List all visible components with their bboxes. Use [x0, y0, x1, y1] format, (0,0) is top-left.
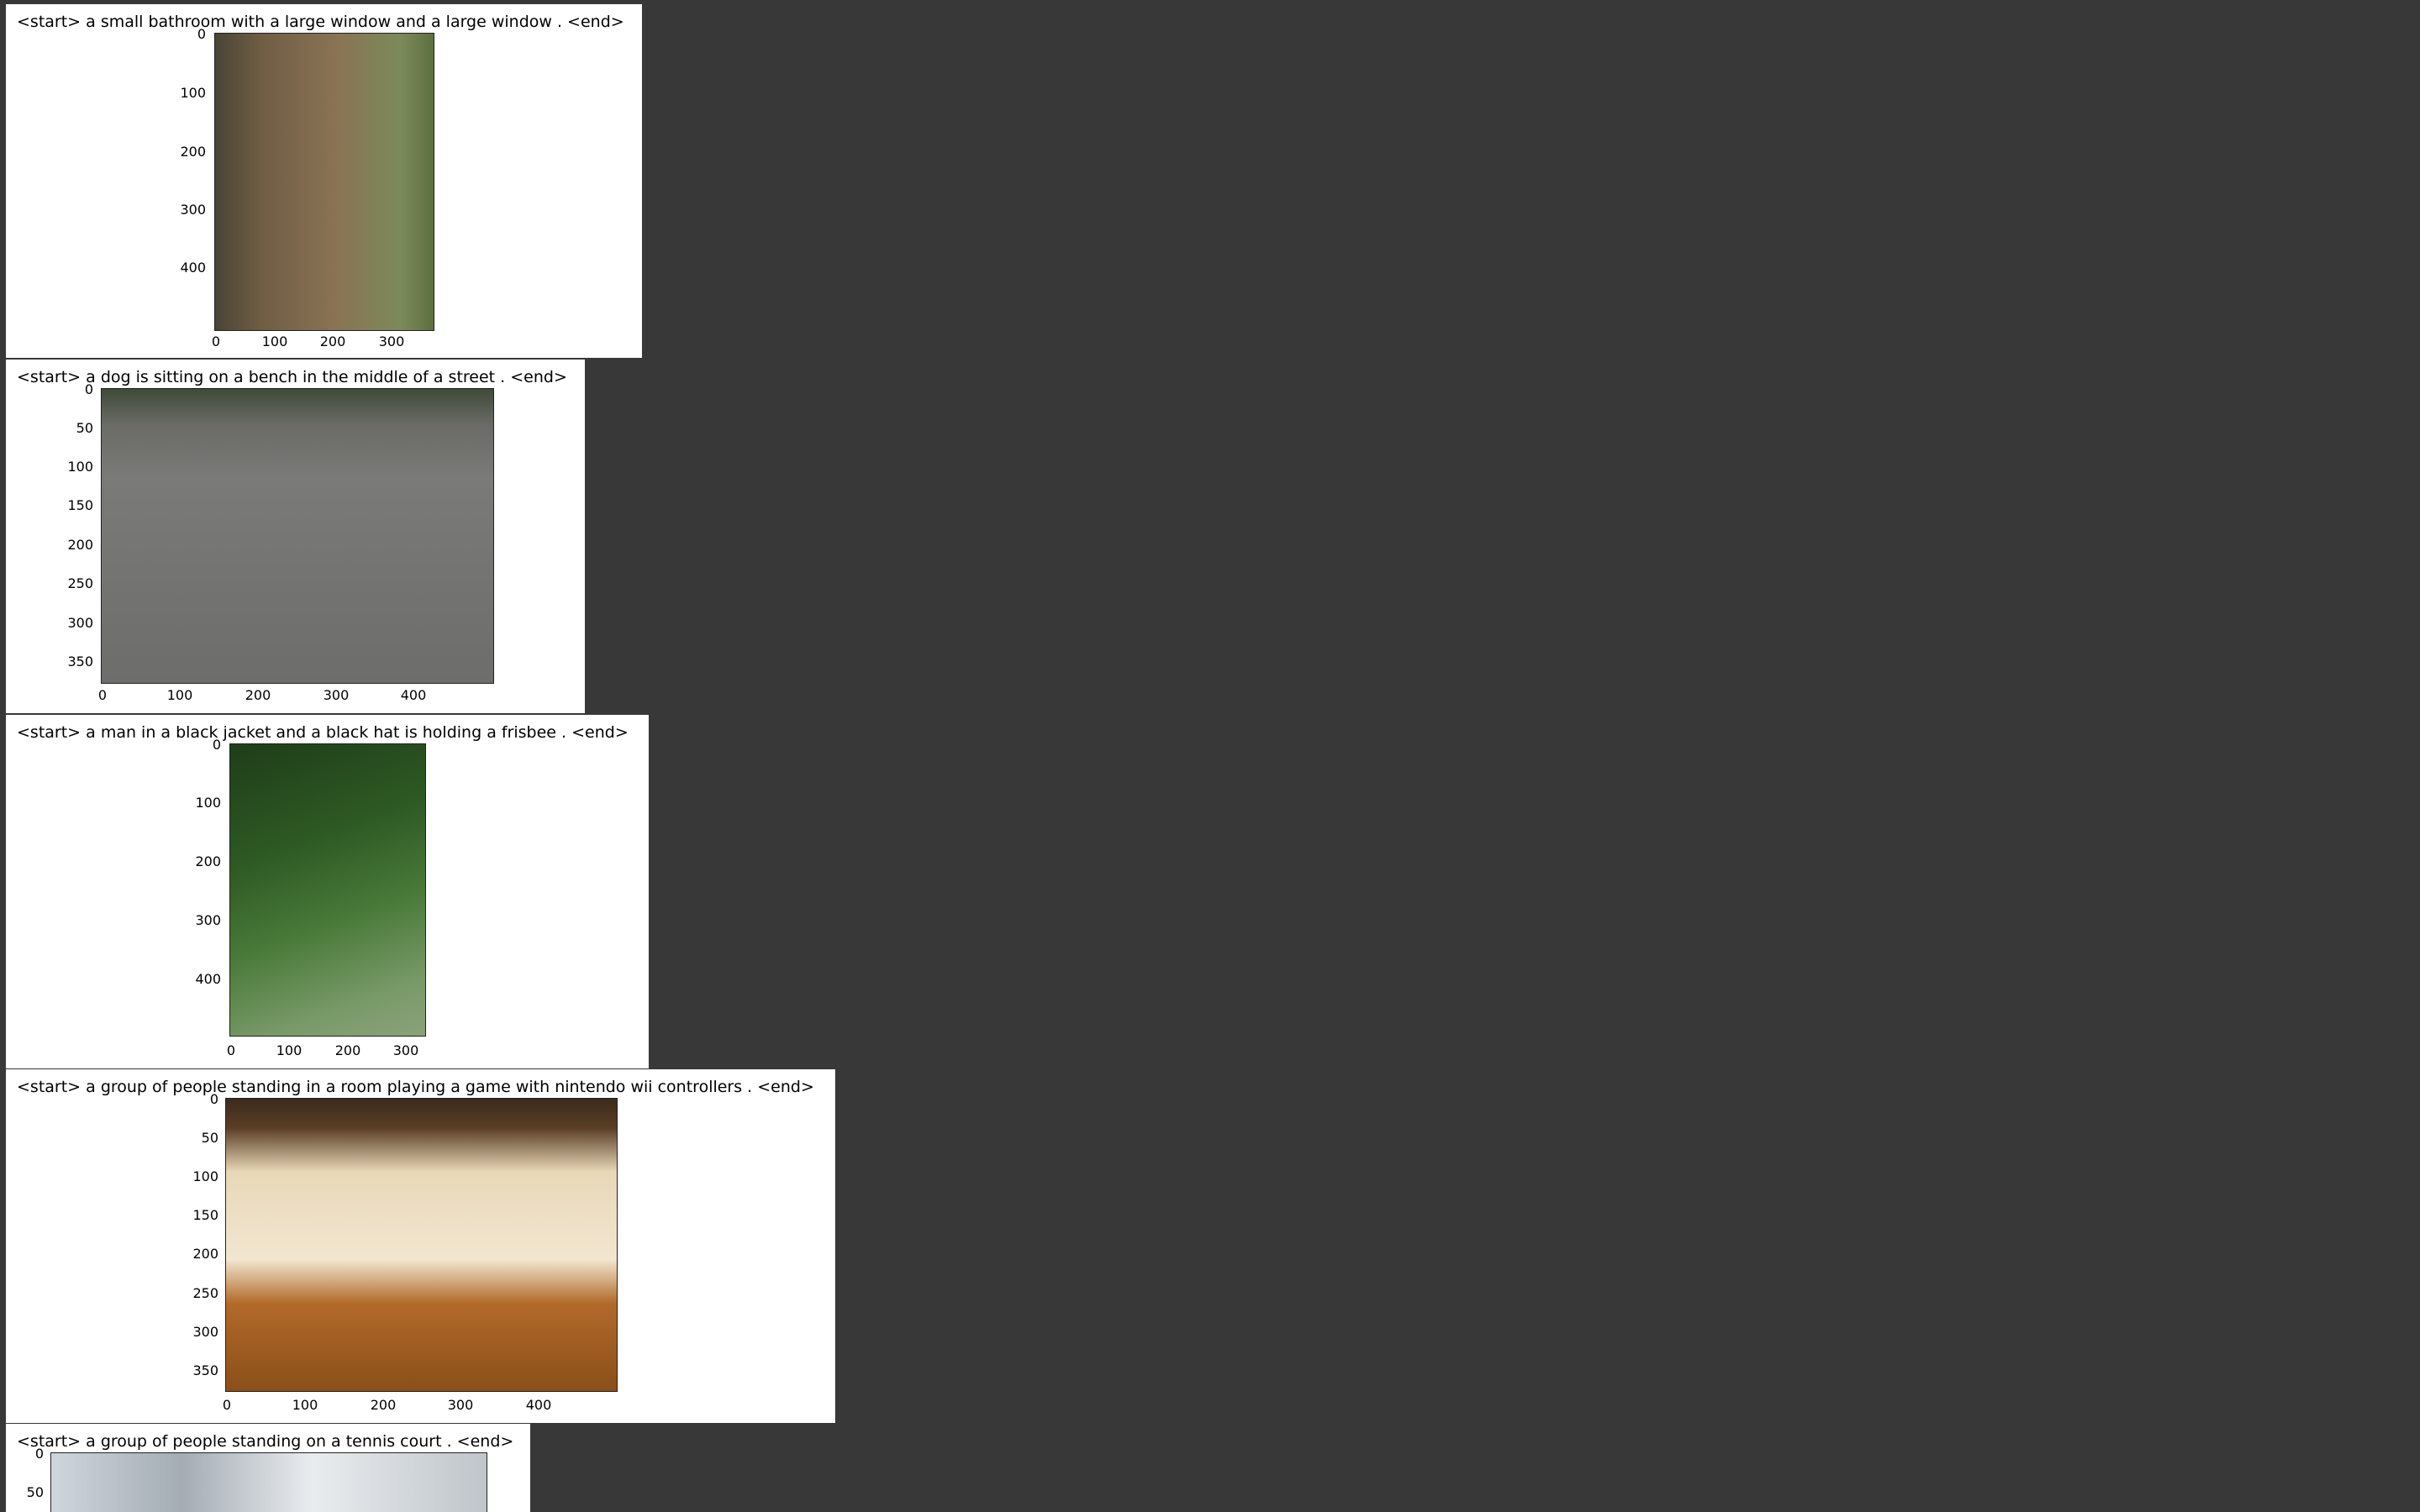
y-tick-label: 100 [180, 85, 206, 101]
y-tick-label: 0 [84, 381, 93, 397]
figure-caption: <start> a group of people standing in a … [17, 1078, 814, 1096]
y-tick-label: 300 [67, 615, 93, 631]
x-tick-label: 400 [525, 1397, 552, 1413]
figure-1: <start> a small bathroom with a large wi… [6, 4, 642, 358]
figure-caption: <start> a man in a black jacket and a bl… [17, 723, 629, 742]
figure-caption: <start> a small bathroom with a large wi… [17, 13, 624, 31]
y-tick-label: 250 [67, 575, 93, 591]
y-tick-label: 150 [192, 1207, 218, 1223]
x-tick-label: 200 [245, 687, 271, 703]
figure-caption: <start> a dog is sitting on a bench in t… [17, 368, 567, 386]
x-tick-label: 300 [323, 687, 350, 703]
x-tick-label: 200 [370, 1397, 397, 1413]
x-tick-label: 100 [166, 687, 193, 703]
y-tick-label: 400 [180, 260, 206, 276]
image-plot [229, 743, 426, 1037]
figure-4: <start> a group of people standing in a … [6, 1069, 835, 1423]
x-tick-label: 100 [292, 1397, 318, 1413]
y-tick-label: 200 [67, 537, 93, 553]
y-tick-label: 50 [26, 1484, 44, 1500]
image-plot [101, 388, 494, 684]
y-tick-label: 100 [67, 459, 93, 475]
x-tick-label: 300 [378, 333, 405, 349]
y-tick-label: 0 [209, 1091, 218, 1107]
y-tick-label: 0 [212, 737, 221, 753]
x-tick-label: 0 [226, 1042, 236, 1058]
y-tick-label: 200 [195, 853, 221, 869]
x-tick-label: 300 [392, 1042, 419, 1058]
image-plot [50, 1452, 487, 1512]
y-tick-label: 0 [197, 26, 206, 42]
x-tick-label: 400 [400, 687, 427, 703]
x-tick-label: 0 [211, 333, 221, 349]
y-tick-label: 50 [76, 420, 93, 436]
figure-3: <start> a man in a black jacket and a bl… [6, 715, 649, 1068]
figure-2: <start> a dog is sitting on a bench in t… [6, 360, 585, 713]
y-tick-label: 200 [180, 144, 206, 160]
image-plot [225, 1098, 618, 1392]
x-tick-label: 100 [276, 1042, 302, 1058]
y-tick-label: 50 [201, 1130, 218, 1146]
y-tick-label: 350 [67, 654, 93, 669]
image-plot [214, 33, 434, 331]
y-tick-label: 200 [192, 1246, 218, 1262]
figure-caption: <start> a group of people standing on a … [17, 1432, 514, 1451]
y-tick-label: 350 [192, 1362, 218, 1378]
x-tick-label: 300 [447, 1397, 474, 1413]
x-tick-label: 200 [334, 1042, 361, 1058]
y-tick-label: 100 [195, 795, 221, 811]
y-tick-label: 250 [192, 1285, 218, 1301]
x-tick-label: 0 [222, 1397, 232, 1413]
x-tick-label: 100 [261, 333, 288, 349]
y-tick-label: 300 [195, 912, 221, 928]
y-tick-label: 300 [192, 1324, 218, 1340]
y-tick-label: 100 [192, 1168, 218, 1184]
figure-5: <start> a group of people standing on a … [6, 1424, 530, 1512]
x-tick-label: 0 [97, 687, 108, 703]
y-tick-label: 300 [180, 202, 206, 218]
y-tick-label: 400 [195, 971, 221, 987]
y-tick-label: 150 [67, 497, 93, 513]
x-tick-label: 200 [319, 333, 346, 349]
y-tick-label: 0 [34, 1446, 44, 1462]
